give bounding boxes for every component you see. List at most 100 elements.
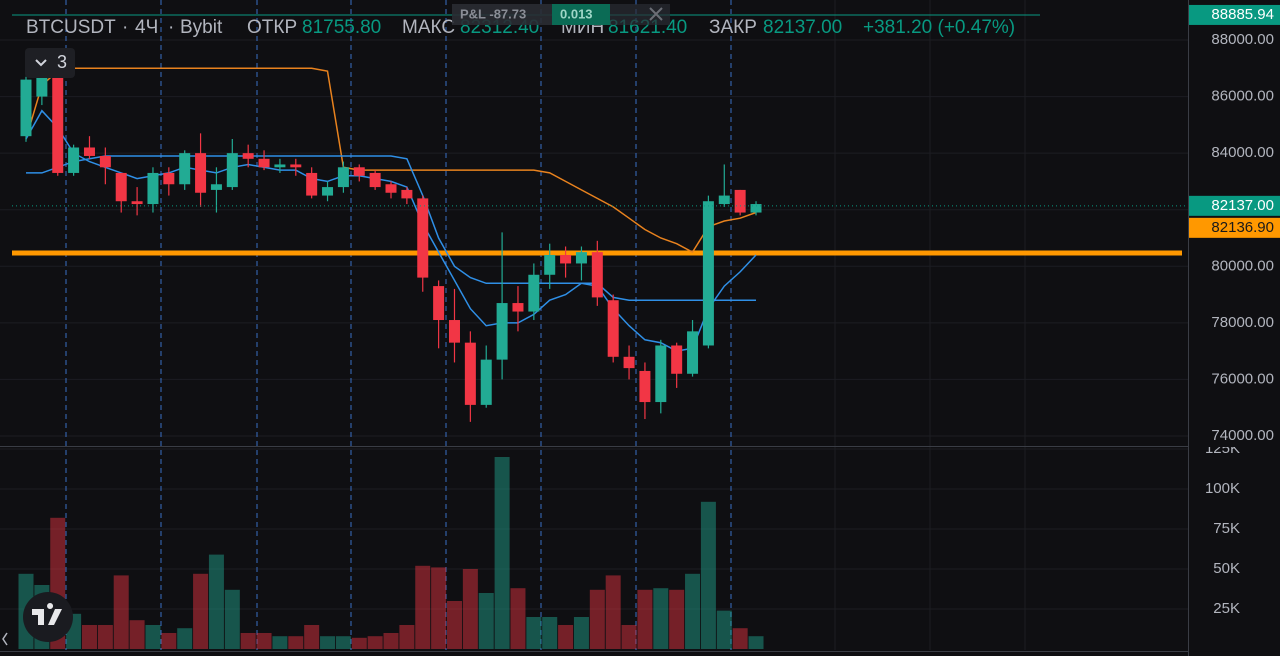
- candle-body: [607, 300, 619, 357]
- volume-bar: [669, 589, 685, 649]
- volume-bar: [637, 589, 653, 649]
- candle-body: [623, 356, 635, 369]
- volume-bar: [161, 633, 177, 649]
- symbol: BTCUSDT: [26, 17, 116, 38]
- volume-bar: [653, 588, 669, 649]
- price-label: 82137.00: [1211, 197, 1274, 214]
- volume-bar: [446, 601, 462, 649]
- y-tick-label: 74000.00: [1211, 427, 1274, 444]
- candle-body: [52, 73, 64, 173]
- volume-tick-label: 125K: [1205, 440, 1240, 457]
- candle-body: [20, 79, 32, 137]
- candle-body: [480, 359, 492, 405]
- volume-bar: [526, 617, 542, 649]
- volume-bar: [494, 457, 510, 649]
- volume-bar: [510, 588, 526, 649]
- volume-bar: [716, 610, 732, 649]
- qty: 0.013: [560, 6, 593, 21]
- candle-body: [750, 204, 762, 213]
- y-tick-label: 76000.00: [1211, 370, 1274, 387]
- change-value: +381.20 (+0.47%): [863, 17, 1015, 38]
- volume-bar: [240, 633, 256, 649]
- candle-body: [575, 252, 587, 264]
- position-widget[interactable]: P&L -87.73 0.013: [452, 4, 670, 25]
- volume-bar: [288, 636, 304, 649]
- pnl-box[interactable]: [452, 4, 552, 25]
- open-value: 81755.80: [302, 17, 381, 38]
- volume-bar: [193, 573, 209, 649]
- candle-body: [433, 286, 445, 321]
- candle-body: [369, 172, 381, 188]
- indicator-count: 3: [57, 52, 67, 72]
- candle-body: [655, 345, 667, 403]
- volume-bar: [748, 636, 764, 649]
- close-label: ЗАКР: [709, 17, 757, 38]
- volume-bar: [399, 625, 415, 649]
- volume-bar: [367, 636, 383, 649]
- volume-bar: [145, 625, 161, 649]
- close-icon[interactable]: [649, 7, 663, 21]
- candle-body: [671, 345, 683, 374]
- indicators-toggle[interactable]: 3: [25, 48, 75, 78]
- candle-body: [306, 172, 318, 196]
- candle-body: [417, 198, 429, 278]
- candle-body: [242, 153, 254, 159]
- candle-body: [687, 331, 699, 374]
- candle-body: [274, 164, 286, 168]
- volume-bar: [304, 625, 320, 649]
- logo-mark: [32, 603, 62, 625]
- candle-body: [195, 153, 207, 193]
- qty-box[interactable]: [552, 4, 610, 25]
- volume-bar: [558, 625, 574, 649]
- candle-body: [560, 254, 572, 264]
- candle-body: [353, 167, 365, 176]
- volume-tick-label: 75K: [1213, 520, 1240, 537]
- candle-body: [544, 254, 556, 275]
- candle-body: [448, 320, 460, 343]
- toggle-box[interactable]: [25, 48, 75, 78]
- price-label: 82136.90: [1211, 219, 1274, 236]
- scroll-left[interactable]: [2, 632, 8, 646]
- price-label-box: [1189, 217, 1280, 238]
- price-label-box: [1189, 4, 1280, 25]
- y-tick-label: 78000.00: [1211, 314, 1274, 331]
- candle-body: [68, 147, 80, 173]
- volume-bar: [462, 569, 478, 649]
- candle-body: [290, 164, 302, 168]
- volume-bar: [81, 625, 97, 649]
- candle-body: [496, 303, 508, 360]
- volume-bar: [732, 628, 748, 649]
- exchange: Bybit: [180, 17, 223, 38]
- y-tick-label: 88000.00: [1211, 31, 1274, 48]
- interval: 4Ч: [135, 17, 158, 38]
- candle-body: [226, 153, 238, 188]
- indicator-line: [25, 67, 757, 254]
- price-label-box: [1189, 195, 1280, 216]
- volume-tick-label: 25K: [1213, 600, 1240, 617]
- price-axis: 88000.0086000.0084000.0082000.0080000.00…: [1189, 4, 1280, 617]
- volume-bar: [478, 593, 494, 649]
- volume-bar: [97, 625, 113, 649]
- volume-bar: [383, 633, 399, 649]
- close-value: 82137.00: [763, 17, 842, 38]
- pnl: P&L -87.73: [460, 6, 526, 21]
- candle-body: [385, 184, 397, 193]
- dot: ·: [122, 17, 128, 38]
- volume-bar: [177, 628, 193, 649]
- volume-bar: [224, 589, 240, 649]
- volume-bar: [351, 637, 367, 649]
- candle-body: [464, 342, 476, 405]
- volume-bar: [113, 575, 129, 649]
- logo-bg: [23, 592, 73, 642]
- legend-header: BTCUSDT · 4Ч · Bybit ОТКР 81755.80 МАКС …: [26, 17, 1015, 38]
- y-tick-label: 84000.00: [1211, 144, 1274, 161]
- candle-body: [131, 201, 143, 205]
- volume-bar: [685, 573, 701, 649]
- volume-bar: [415, 565, 431, 649]
- candle-body: [639, 370, 651, 403]
- high-label: МАКС: [402, 17, 455, 38]
- close-box[interactable]: [610, 4, 670, 25]
- candle-body: [179, 153, 191, 185]
